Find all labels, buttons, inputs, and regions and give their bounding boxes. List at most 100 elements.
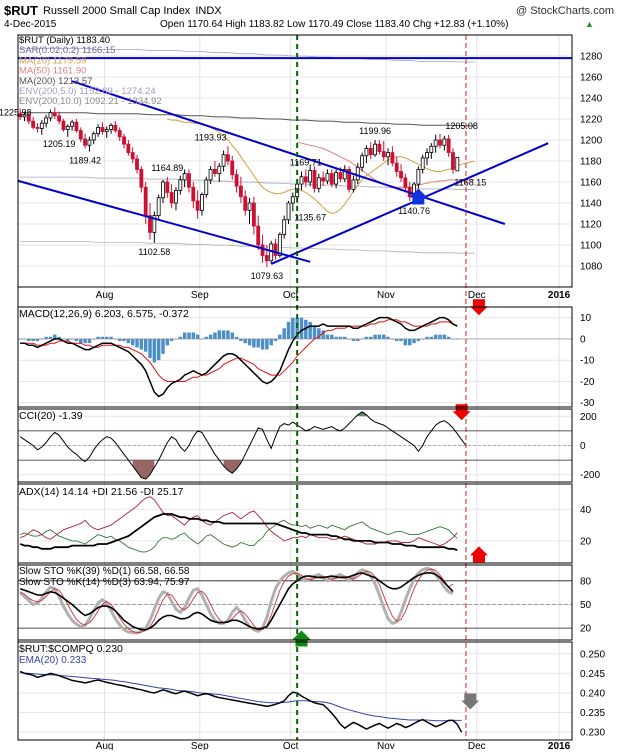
candle-down [57,115,62,122]
macd-histogram-bar [369,336,373,339]
macd-histogram-bar [92,338,96,340]
quote-up-arrow: ▲ [585,19,594,29]
price-annotation: 1168.15 [454,178,486,188]
y-tick-label: 0.230 [580,728,605,739]
macd-histogram-bar [304,319,308,339]
macd-histogram-bar [317,328,321,339]
y-tick-label: -10 [580,356,595,367]
y-tick-label: 1140 [580,199,602,210]
y-tick-label: 40 [580,505,592,516]
macd-histogram-bar [109,336,113,339]
macd-histogram-bar [79,338,83,344]
macd-histogram-bar [407,338,412,346]
y-tick-label: 1280 [580,52,603,63]
macd-histogram-bar [130,338,135,346]
stochastic-series-group [18,566,572,635]
minus-di-line [20,496,458,547]
macd-histogram-bar [169,338,174,342]
signal-arrow-up [469,546,488,563]
price-annotation: 1193.93 [195,132,227,142]
candle-up [87,139,92,146]
price-annotation: 1079.63 [251,271,284,281]
macd-histogram-bar [187,332,191,339]
macd-histogram-bar [425,336,429,339]
chart-index-name: Russell 2000 Small Cap Index [43,5,191,17]
candle-down [117,130,122,138]
signal-arrow-up [292,630,311,647]
candle-down [312,170,317,189]
cci-oversold-fill [132,460,155,480]
macd-histogram-bar [139,338,144,350]
candle-up [364,147,369,157]
labels-layer: 1080110011201140116011801200122012401260… [0,35,605,752]
candle-up [351,179,356,190]
macd-histogram-bar [204,336,209,339]
candle-down [187,173,191,188]
macd-histogram-bar [191,332,196,339]
macd-histogram-bar [412,338,416,344]
macd-histogram-bar [61,338,66,340]
macd-histogram-bar [278,334,282,339]
trendline [71,80,506,225]
macd-histogram-bar [356,338,360,342]
candle-up [200,194,204,211]
price-annotation: 1169.71 [290,158,322,168]
candle-up [373,143,377,156]
candle-down [303,176,308,183]
macd-histogram-bar [53,334,57,339]
candle-down [26,114,31,122]
candle-up [342,168,347,180]
y-tick-label: 0.235 [580,708,605,719]
macd-histogram-bar [446,336,451,339]
candle-up [22,114,27,118]
macd-histogram-bar [48,336,53,339]
candle-up [429,145,434,154]
candle-up [433,139,438,147]
y-tick-label: 80 [580,576,592,587]
candle-up [247,202,252,211]
y-tick-label: 0.250 [580,649,605,660]
candle-up [308,170,313,183]
chart-copyright: @ StockCharts.com [516,5,614,17]
y-tick-label: 1180 [580,157,602,168]
candle-up [65,125,70,130]
candle-down [230,160,235,176]
adx-series-group [19,496,458,553]
x-tick-label: Nov [377,290,395,301]
y-tick-label: 1160 [580,178,602,189]
macd-histogram-bar [429,336,434,339]
candle-up [70,121,75,127]
candle-down [135,158,139,170]
candle-up [425,152,429,159]
candle-down [321,177,326,182]
ratio-line [19,670,463,733]
y-tick-label: -30 [580,398,595,409]
macd-histogram-bar [234,336,239,339]
relative-series-group [19,670,463,733]
price-legend-entry: MA(50) 1161.90 [19,66,86,77]
macd-histogram-bar [200,338,204,340]
signal-arrow-down [452,404,471,421]
macd-histogram-bar [330,334,334,339]
price-annotation: 1225.98 [0,108,31,118]
macd-histogram-bar [44,336,48,339]
candle-down [18,113,23,118]
price-annotation: 1135.67 [294,212,326,222]
macd-histogram-bar [143,338,148,352]
data-layer [18,35,572,740]
candle-down [195,200,200,211]
y-tick-label: 0 [580,441,586,452]
candle-up [360,155,365,168]
envelope-lower-line [20,240,475,254]
macd-histogram-bar [247,338,252,346]
sto-d14-line [19,568,454,634]
candle-down [213,168,217,174]
price-annotation: 1205.19 [43,139,76,149]
price-annotation: 1205.08 [445,121,478,131]
macd-histogram-bar [213,332,217,339]
macd-histogram-bar [420,338,425,340]
macd-histogram-bar [83,338,87,344]
candle-down [35,127,40,129]
